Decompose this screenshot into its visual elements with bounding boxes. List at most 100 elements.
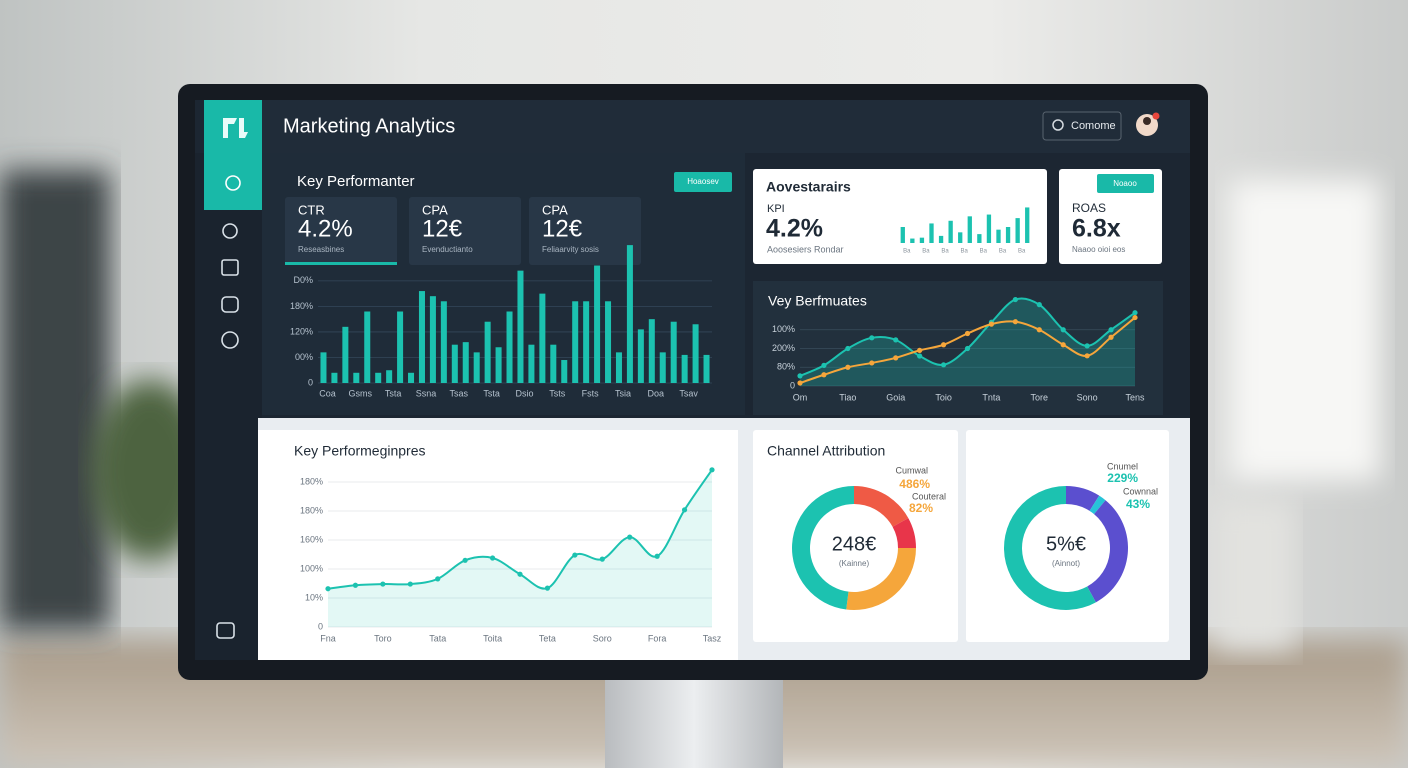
notification-dot (1152, 112, 1160, 120)
x-tick-label: Tsas (450, 388, 469, 398)
bar (938, 235, 944, 243)
bar (977, 234, 982, 243)
logo-mark (223, 118, 248, 138)
point (1108, 334, 1114, 340)
x-tick-label: Tore (1031, 392, 1049, 402)
x-tick-label: Ssna (416, 388, 437, 398)
nav-icon[interactable] (216, 622, 235, 639)
bar (342, 326, 349, 383)
card-title: Aovestarairs (766, 179, 851, 195)
kpi-cards: CTR4.2%ReseasbinesCPA12€EvenductiantoCPA… (285, 197, 641, 265)
point (681, 507, 688, 513)
x-tick-label: Fora (648, 633, 667, 643)
nav-icon[interactable] (221, 296, 239, 313)
point (709, 467, 715, 473)
bar (473, 352, 480, 383)
donut-segment (846, 548, 916, 610)
point (940, 342, 947, 348)
bar (386, 370, 393, 383)
point (988, 321, 995, 327)
bar (996, 229, 1001, 243)
bar (561, 360, 568, 383)
x-tick-label: Toio (935, 392, 952, 402)
x-tick-label: Dsio (515, 388, 533, 398)
bar (495, 347, 502, 383)
dropdown-button[interactable] (1097, 174, 1154, 193)
point (964, 345, 971, 352)
x-tick-label: Tasz (703, 633, 722, 643)
donut-segment (1066, 486, 1100, 511)
bar (659, 352, 666, 383)
panel-title: Key Performanter (297, 173, 415, 190)
card-label: ROAS (1072, 201, 1106, 215)
card-label: KPI (767, 203, 785, 215)
x-tick-label: Fna (320, 633, 336, 643)
bar (703, 354, 710, 383)
x-tick-label: Gsms (349, 388, 373, 398)
kpi-card (409, 197, 521, 265)
bar (615, 352, 622, 383)
point (940, 362, 947, 368)
y-tick-label: D0% (293, 275, 313, 285)
nav-active[interactable] (204, 153, 262, 210)
x-tick-label: Tsts (549, 388, 566, 398)
x-tick-label: Sono (1077, 392, 1098, 402)
nav-icon[interactable] (221, 331, 239, 349)
line-panel (258, 430, 738, 660)
x-tick-label: Fsts (582, 388, 599, 398)
dropdown-label[interactable]: Noaoo (1113, 179, 1137, 188)
x-tick-label: Tata (429, 633, 446, 643)
x-tick-label: Tnta (982, 392, 1000, 402)
annotation: 43% (1126, 497, 1150, 511)
dropdown-button[interactable] (674, 172, 732, 192)
point (917, 347, 923, 353)
bar (517, 270, 524, 383)
bar (692, 324, 699, 383)
point (797, 373, 803, 379)
bar (986, 214, 992, 243)
kpi-label: CPA (422, 202, 448, 217)
dropdown-label[interactable]: Hoaosev (687, 177, 719, 186)
x-tick-label: Toro (374, 633, 392, 643)
bar (594, 265, 601, 383)
point (1012, 296, 1018, 303)
kpi-label: CPA (542, 202, 568, 217)
donut-segment (892, 518, 916, 548)
bar (605, 301, 612, 383)
point (869, 335, 875, 341)
header-title: Marketing Analytics (283, 115, 455, 137)
x-tick-label: Doa (648, 388, 665, 398)
donut-center-value: 5%€ (1046, 533, 1086, 555)
donut-center-value: 248€ (832, 533, 877, 555)
bar (408, 372, 415, 383)
x-tick-label: Ba (999, 249, 1007, 255)
kpi-caption: Evenductianto (422, 245, 473, 254)
y-tick-label: 180% (290, 301, 313, 311)
bar (948, 220, 953, 243)
point (654, 553, 660, 559)
nav-icon[interactable] (225, 175, 241, 191)
attribution-panel (753, 430, 958, 642)
point (893, 355, 899, 361)
point (1012, 319, 1018, 325)
bar (440, 301, 447, 383)
kpi-value: 4.2% (298, 215, 353, 242)
nav-icon[interactable] (221, 259, 239, 276)
monitor-stand (605, 678, 783, 768)
point (1036, 302, 1042, 308)
search-box[interactable] (1042, 111, 1122, 141)
panel-title: Channel Attribution (767, 443, 885, 459)
donut-segment (1087, 500, 1128, 603)
nav-icon[interactable] (222, 223, 238, 239)
x-tick-label: Ba (903, 249, 911, 255)
y-tick-label: 100% (772, 324, 795, 334)
bar (900, 227, 905, 243)
kpi-label: CTR (298, 202, 325, 217)
donut-segment (1003, 486, 1096, 610)
bar (670, 321, 677, 383)
bar (462, 342, 469, 383)
point (627, 534, 633, 540)
search-text[interactable]: Comome (1071, 120, 1116, 132)
x-tick-label: Om (793, 392, 808, 402)
